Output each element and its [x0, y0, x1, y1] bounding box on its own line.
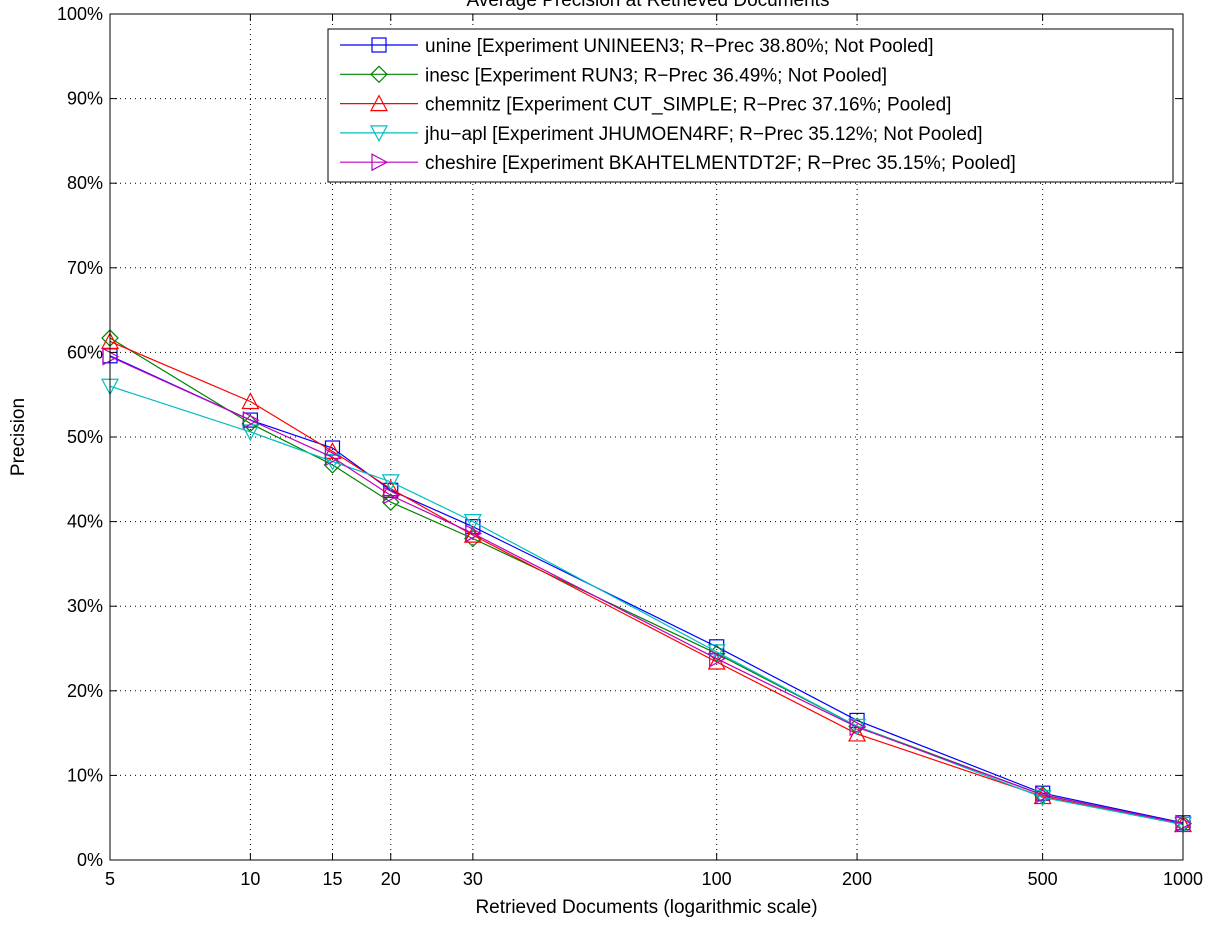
axis-ticks: 0% 10% 20% 30% 40% 50% 60% 70% 80% 90% 100% 5 10 15 20… [57, 4, 1203, 889]
y-tick-label: 80% [67, 173, 103, 193]
legend-entry: unine [Experiment UNINEEN3; R−Prec 38.80… [340, 36, 934, 57]
y-tick-label: 60% [67, 342, 103, 362]
legend-marker [370, 65, 388, 84]
series-line [109, 385, 1184, 826]
y-tick-label: 0% [77, 850, 103, 870]
data-point [849, 718, 867, 737]
legend-entry: jhu−apl [Experiment JHUMOEN4RF; R−Prec 3… [340, 124, 983, 145]
legend-label: chemnitz [Experiment CUT_SIMPLE; R−Prec … [425, 95, 951, 116]
y-tick-label: 10% [67, 765, 103, 785]
series-line [109, 356, 1184, 825]
series-line [109, 340, 1184, 826]
legend: unine [Experiment UNINEEN3; R−Prec 38.80… [327, 28, 1174, 183]
x-tick-label: 20 [381, 869, 401, 889]
legend-box [327, 28, 1174, 183]
x-tick-label: 15 [322, 869, 342, 889]
y-tick-label: 20% [67, 681, 103, 701]
chart-title: Average Precision at Retrieved Documents [467, 0, 830, 11]
data-point [463, 525, 482, 543]
y-tick-label: 90% [67, 89, 103, 109]
x-tick-label: 10 [240, 869, 260, 889]
legend-entry: inesc [Experiment RUN3; R−Prec 36.49%; N… [340, 65, 887, 86]
legend-marker [371, 37, 387, 53]
legend-marker [371, 153, 389, 172]
data-point [381, 474, 400, 492]
data-point [381, 493, 400, 511]
x-axis-label: Retrieved Documents (logarithmic scale) [475, 897, 817, 918]
data-point [707, 652, 726, 670]
data-point [463, 513, 482, 531]
data-point [242, 411, 260, 430]
x-tick-label: 1000 [1163, 869, 1203, 889]
x-tick-label: 5 [105, 869, 115, 889]
y-tick-label: 50% [67, 427, 103, 447]
data-point [1033, 786, 1052, 804]
data-point [241, 392, 260, 410]
data-point [323, 453, 342, 471]
legend-label: unine [Experiment UNINEEN3; R−Prec 38.80… [425, 36, 934, 57]
x-tick-label: 200 [842, 869, 872, 889]
data-point [383, 486, 401, 505]
data-point [848, 718, 867, 736]
legend-entry: cheshire [Experiment BKAHTELMENTDT2F; R−… [340, 153, 1016, 174]
y-tick-label: 40% [67, 512, 103, 532]
data-point [465, 524, 483, 543]
legend-entry: chemnitz [Experiment CUT_SIMPLE; R−Prec … [340, 94, 951, 116]
x-tick-label: 30 [463, 869, 483, 889]
data-point [709, 649, 726, 668]
y-axis-label: Precision [8, 398, 29, 476]
y-tick-label: 70% [67, 258, 103, 278]
legend-label: cheshire [Experiment BKAHTELMENTDT2F; R−… [425, 153, 1016, 174]
y-tick-label: 30% [67, 596, 103, 616]
data-point [323, 456, 342, 474]
legend-label: inesc [Experiment RUN3; R−Prec 36.49%; N… [425, 65, 887, 86]
x-tick-label: 500 [1028, 869, 1058, 889]
data-point [1035, 785, 1052, 804]
legend-marker [370, 94, 388, 112]
data-point [324, 448, 342, 467]
legend-label: jhu−apl [Experiment JHUMOEN4RF; R−Prec 3… [424, 124, 983, 145]
y-tick-label: 100% [57, 4, 103, 24]
legend-marker [369, 125, 389, 143]
x-tick-label: 100 [702, 869, 732, 889]
